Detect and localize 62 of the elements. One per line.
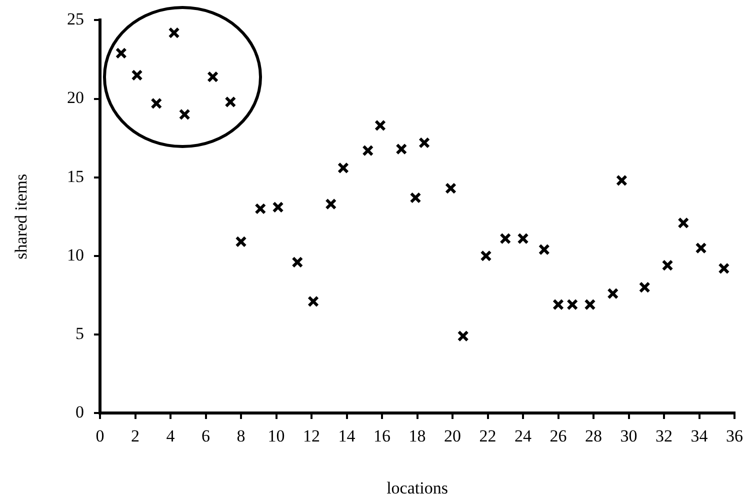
x-tick-label: 32: [656, 426, 672, 446]
x-tick-label: 36: [726, 426, 743, 446]
x-tick-label: 12: [303, 426, 320, 446]
point: [224, 96, 236, 108]
point: [457, 330, 469, 342]
x-tick-label: 2: [131, 426, 140, 446]
point: [235, 236, 247, 248]
point: [517, 232, 529, 244]
x-tick-label: 8: [236, 426, 246, 446]
point: [607, 288, 619, 300]
point: [552, 298, 564, 310]
point: [638, 282, 650, 294]
point: [374, 120, 386, 132]
point: [538, 244, 550, 256]
point: [115, 47, 127, 59]
x-tick-label: 28: [585, 426, 602, 446]
point: [362, 144, 374, 156]
x-tick-label: 6: [202, 426, 210, 446]
point: [272, 201, 284, 213]
point: [718, 262, 730, 274]
point: [168, 27, 180, 39]
y-tick-label: 25: [67, 10, 84, 29]
point: [178, 108, 190, 120]
x-tick-label: 34: [690, 426, 708, 446]
point: [584, 298, 596, 310]
point: [150, 98, 162, 110]
x-axis-title: locations: [386, 478, 448, 498]
point: [207, 71, 219, 83]
point: [254, 203, 266, 214]
point: [308, 296, 320, 308]
point: [662, 260, 674, 272]
point: [292, 256, 304, 268]
point: [325, 198, 337, 210]
y-tick-label: 20: [67, 88, 84, 108]
point: [678, 217, 690, 229]
point: [444, 182, 456, 194]
x-tick-label: 10: [268, 426, 285, 446]
point: [410, 192, 422, 204]
point: [396, 143, 408, 155]
y-tick-label: 5: [76, 324, 84, 343]
x-tick-label: 20: [444, 426, 461, 446]
x-tick-label: 22: [479, 426, 496, 446]
y-tick-label: 0: [76, 402, 84, 422]
x-tick-label: 18: [408, 426, 426, 446]
point: [337, 162, 349, 174]
point: [566, 298, 578, 310]
x-tick-label: 30: [620, 426, 638, 446]
x-tick-label: 24: [514, 426, 532, 446]
x-tick-label: 0: [96, 426, 104, 446]
y-tick-label: 15: [67, 166, 84, 186]
x-tick-label: 26: [550, 426, 567, 446]
point: [131, 69, 143, 81]
point: [695, 242, 707, 254]
x-tick-label: 16: [374, 426, 390, 446]
y-axis-title: shared items: [12, 174, 31, 260]
point: [480, 250, 492, 262]
x-tick-label: 14: [338, 426, 356, 446]
point: [500, 232, 512, 244]
y-tick-label: 10: [67, 245, 84, 264]
point: [418, 137, 430, 148]
x-tick-label: 4: [166, 426, 176, 446]
point: [616, 174, 628, 186]
